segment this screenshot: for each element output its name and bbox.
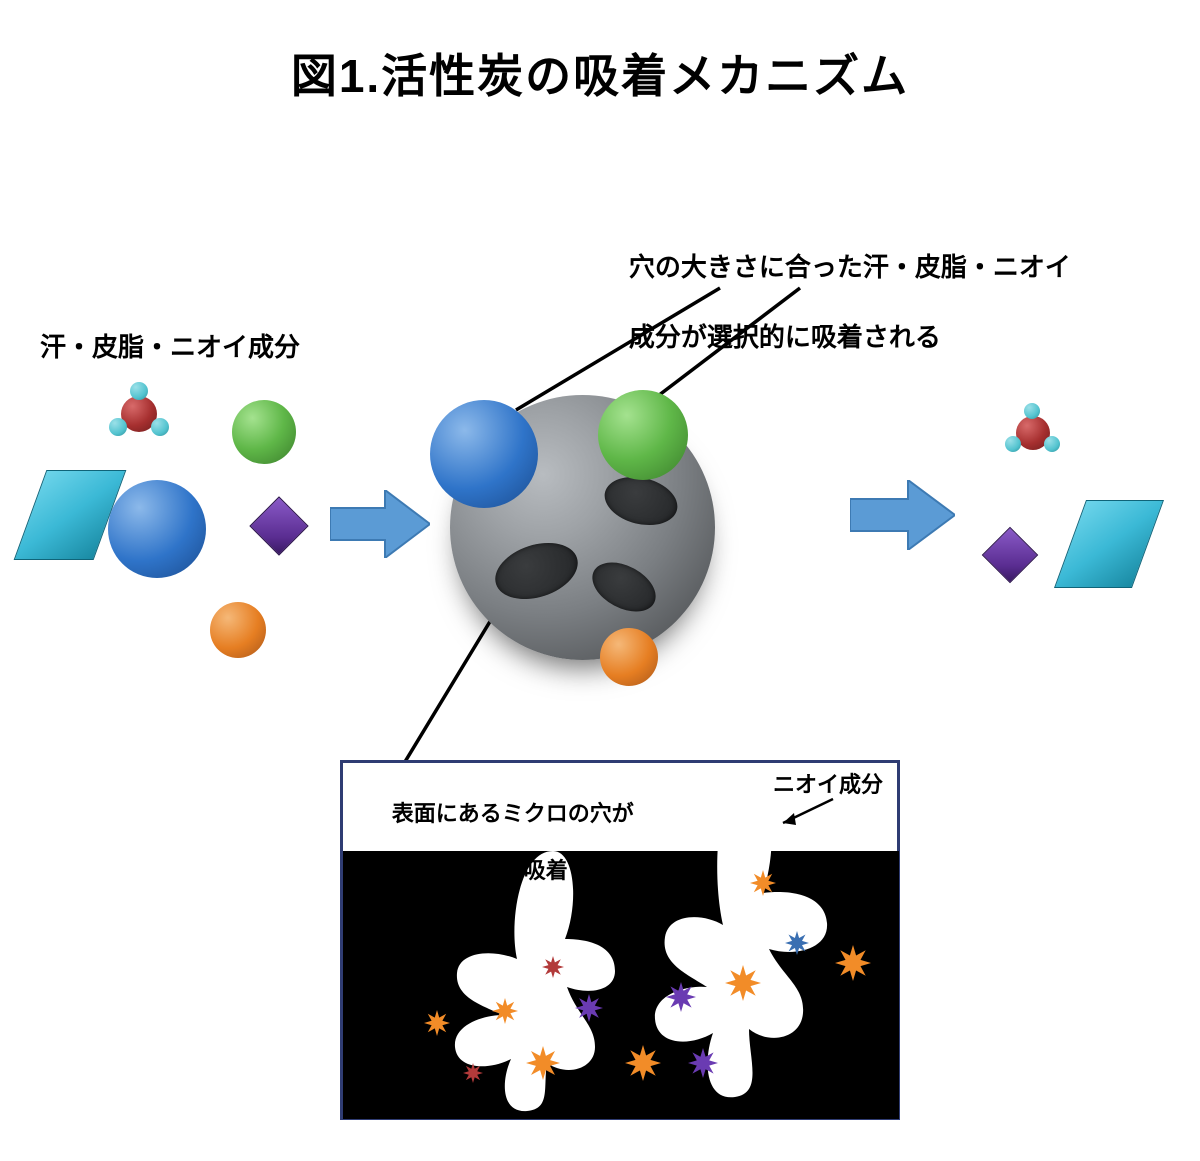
- green-ball-icon: [232, 400, 296, 464]
- odor-star-icon: [785, 931, 809, 955]
- odor-star-icon: [575, 994, 603, 1022]
- odor-star-icon: [492, 998, 518, 1024]
- odor-star-icon: [542, 956, 564, 978]
- attached-green-ball-icon: [598, 390, 688, 480]
- odor-star-icon: [750, 870, 776, 896]
- label-left-components: 汗・皮脂・ニオイ成分: [40, 330, 300, 365]
- cyan-parallelogram-icon: [1054, 500, 1164, 588]
- purple-diamond-icon: [982, 527, 1039, 584]
- attached-orange-ball-icon: [600, 628, 658, 686]
- red-molecule-icon: [1010, 410, 1056, 456]
- label-selective-line2: 成分が選択的に吸着される: [629, 322, 941, 352]
- odor-star-icon: [835, 945, 871, 981]
- figure-title: 図1.活性炭の吸着メカニズム: [0, 40, 1200, 106]
- attached-blue-ball-icon: [430, 400, 538, 508]
- label-selective-adsorption: 穴の大きさに合った汗・皮脂・ニオイ 成分が選択的に吸着される: [600, 215, 1071, 390]
- odor-star-icon: [688, 1048, 718, 1078]
- flow-arrow-icon: [330, 490, 430, 558]
- diagram-stage: 図1.活性炭の吸着メカニズム 穴の大きさに合った汗・皮脂・ニオイ 成分が選択的に…: [0, 0, 1200, 1161]
- purple-diamond-icon: [249, 496, 308, 555]
- odor-star-icon: [625, 1045, 661, 1081]
- micropore-inset: 表面にあるミクロの穴が ニオイ成分を吸着 ニオイ成分: [340, 760, 900, 1120]
- odor-star-icon: [526, 1046, 560, 1080]
- odor-star-icon: [666, 982, 696, 1012]
- label-selective-line1: 穴の大きさに合った汗・皮脂・ニオイ: [629, 252, 1071, 282]
- red-molecule-icon: [115, 390, 163, 438]
- flow-arrow-icon: [850, 480, 955, 550]
- blue-ball-icon: [108, 480, 206, 578]
- orange-ball-icon: [210, 602, 266, 658]
- micropore-svg: [343, 763, 899, 1119]
- odor-star-icon: [424, 1010, 450, 1036]
- odor-star-icon: [463, 1063, 483, 1083]
- odor-star-icon: [725, 965, 761, 1001]
